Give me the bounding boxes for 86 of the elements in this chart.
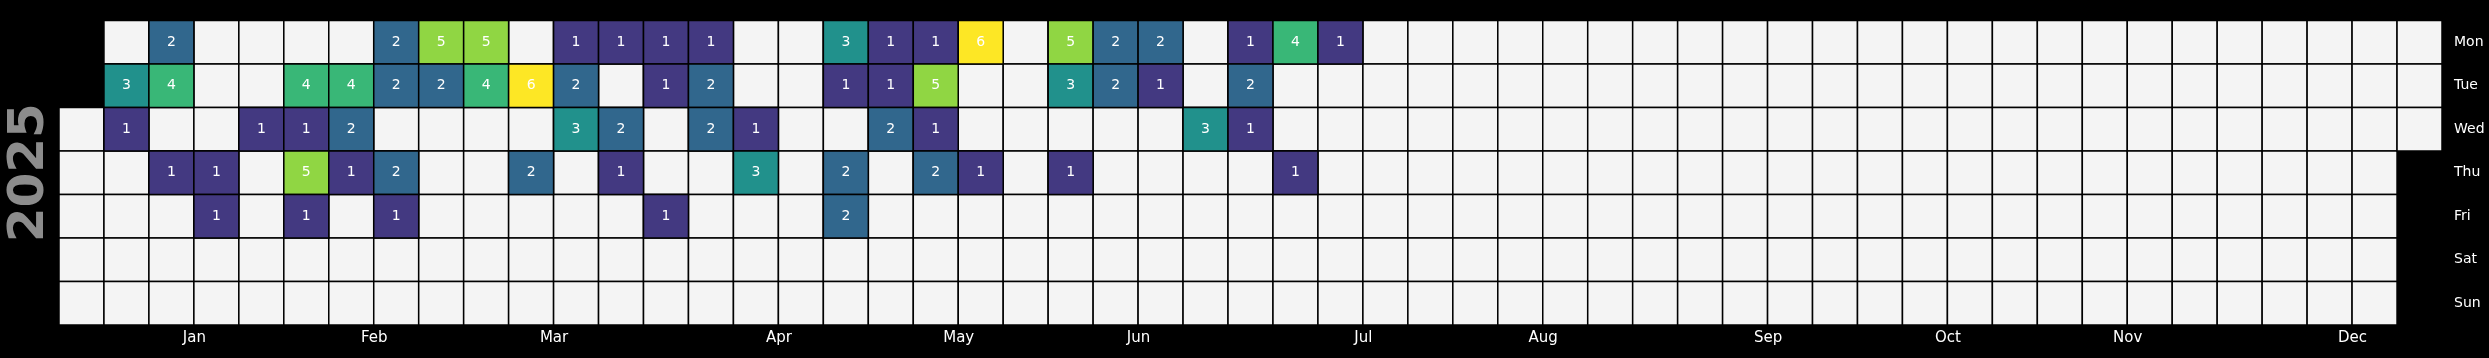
- data-label: 2: [1156, 32, 1166, 49]
- data-label: 4: [1291, 32, 1300, 49]
- data-label: 1: [616, 163, 626, 180]
- data-label: 2: [931, 163, 941, 180]
- data-label: 2: [841, 206, 851, 223]
- data-label: 4: [301, 76, 311, 93]
- data-label: 1: [571, 32, 581, 49]
- data-label: 1: [1156, 76, 1166, 93]
- data-label: 1: [706, 32, 716, 49]
- y-tick-label: Wed: [2454, 119, 2485, 136]
- data-label: 2: [1111, 32, 1121, 49]
- data-label: 1: [661, 32, 671, 49]
- x-tick-label: Sep: [1753, 327, 1783, 346]
- y-tick-label: Fri: [2454, 206, 2471, 223]
- data-label: 5: [481, 32, 491, 49]
- data-label: 5: [931, 76, 941, 93]
- data-label: 1: [1335, 32, 1345, 49]
- data-label: 5: [1066, 32, 1076, 49]
- data-label: 1: [211, 206, 221, 223]
- y-tick-label: Sat: [2454, 250, 2478, 267]
- data-label: 1: [841, 76, 851, 93]
- data-label: 1: [616, 32, 626, 49]
- data-label: 2: [1111, 76, 1121, 93]
- data-label: 2: [886, 119, 896, 136]
- data-label: 3: [1066, 76, 1076, 93]
- data-label: 1: [661, 76, 671, 93]
- x-tick-label: Feb: [360, 327, 388, 346]
- data-label: 1: [1246, 119, 1255, 136]
- data-label: 2: [1246, 76, 1255, 93]
- data-label: 3: [841, 32, 851, 49]
- y-axis-title: 2025: [0, 103, 55, 243]
- data-label: 4: [346, 76, 356, 93]
- data-label: 3: [121, 76, 131, 93]
- x-tick-label: Oct: [1934, 327, 1961, 346]
- data-label: 3: [1201, 119, 1210, 136]
- data-label: 1: [661, 206, 671, 223]
- data-label: 1: [346, 163, 356, 180]
- data-label: 1: [1291, 163, 1300, 180]
- data-label: 3: [751, 163, 761, 180]
- data-label: 1: [886, 32, 896, 49]
- data-label: 1: [1066, 163, 1076, 180]
- data-label: 1: [211, 163, 221, 180]
- data-label: 1: [751, 119, 761, 136]
- data-label: 6: [526, 76, 536, 93]
- data-label: 1: [391, 206, 401, 223]
- x-tick-label: Aug: [1528, 327, 1558, 346]
- x-tick-label: Jul: [1353, 327, 1373, 346]
- data-label: 1: [301, 206, 311, 223]
- x-tick-label: Nov: [2113, 327, 2143, 346]
- y-tick-label: Sun: [2454, 293, 2481, 310]
- data-label: 4: [166, 76, 176, 93]
- data-label: 1: [121, 119, 131, 136]
- x-tick-label: Dec: [2338, 327, 2368, 346]
- y-tick-label: Thu: [2453, 163, 2481, 180]
- x-tick-label: Jun: [1125, 327, 1151, 346]
- x-tick-label: Jan: [181, 327, 206, 346]
- data-label: 2: [436, 76, 446, 93]
- data-label: 5: [436, 32, 446, 49]
- y-tick-label: Mon: [2454, 32, 2484, 49]
- y-tick-label: Tue: [2453, 76, 2478, 93]
- data-label: 2: [616, 119, 626, 136]
- data-label: 1: [886, 76, 896, 93]
- data-label: 1: [931, 119, 941, 136]
- data-label: 2: [346, 119, 356, 136]
- x-tick-label: Apr: [765, 327, 793, 346]
- data-label: 2: [391, 163, 401, 180]
- data-label: 5: [301, 163, 311, 180]
- data-label: 2: [571, 76, 581, 93]
- data-label: 2: [706, 119, 716, 136]
- data-label: 2: [391, 32, 401, 49]
- data-label: 1: [256, 119, 266, 136]
- data-label: 1: [976, 163, 986, 180]
- data-label: 2: [841, 163, 851, 180]
- data-label: 2: [166, 32, 176, 49]
- x-tick-label: Mar: [539, 327, 570, 346]
- data-label: 1: [931, 32, 941, 49]
- data-label: 2: [706, 76, 716, 93]
- data-label: 2: [526, 163, 536, 180]
- data-label: 3: [571, 119, 581, 136]
- data-label: 2: [391, 76, 401, 93]
- data-label: 1: [301, 119, 311, 136]
- data-label: 1: [1246, 32, 1255, 49]
- data-label: 1: [166, 163, 176, 180]
- data-label: 6: [976, 32, 986, 49]
- data-label: 4: [481, 76, 491, 93]
- x-tick-label: May: [943, 327, 975, 346]
